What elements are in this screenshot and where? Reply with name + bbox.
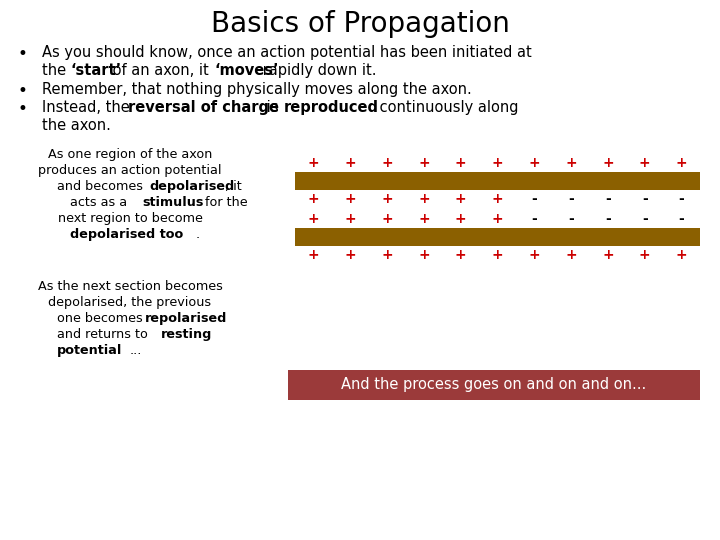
Bar [288,370,700,400]
Text: Remember, that nothing physically moves along the axon.: Remember, that nothing physically moves … [42,82,472,97]
Text: +: + [344,156,356,170]
Text: +: + [455,248,467,262]
Text: +: + [492,156,503,170]
Text: .: . [196,228,200,241]
Text: +: + [639,156,651,170]
Text: continuously along: continuously along [375,100,518,115]
Text: +: + [565,248,577,262]
Text: +: + [307,192,319,206]
Text: -: - [679,212,685,226]
Text: +: + [418,212,430,226]
Text: -: - [568,192,574,206]
Text: +: + [344,192,356,206]
Text: +: + [307,248,319,262]
Bar [295,228,700,246]
Text: +: + [528,156,540,170]
Text: +: + [307,212,319,226]
Text: rapidly down it.: rapidly down it. [258,63,377,78]
Text: , it: , it [225,180,242,193]
Text: and becomes: and becomes [57,180,147,193]
Text: for the: for the [201,196,248,209]
Text: resting: resting [161,328,212,341]
Text: -: - [679,192,685,206]
Text: reversal of charge: reversal of charge [128,100,279,115]
Text: -: - [605,212,611,226]
Text: As one region of the axon: As one region of the axon [48,148,212,161]
Text: stimulus: stimulus [142,196,203,209]
Text: •: • [18,100,28,118]
Bar [295,172,700,190]
Text: +: + [381,212,393,226]
Text: +: + [381,192,393,206]
Text: +: + [344,248,356,262]
Text: +: + [492,192,503,206]
Text: potential: potential [57,344,122,357]
Text: depolarised too: depolarised too [70,228,184,241]
Text: -: - [605,192,611,206]
Text: +: + [676,248,688,262]
Text: +: + [492,212,503,226]
Text: -: - [568,212,574,226]
Text: the axon.: the axon. [42,118,111,133]
Text: +: + [418,156,430,170]
Text: +: + [344,212,356,226]
Text: +: + [455,212,467,226]
Text: +: + [528,248,540,262]
Text: Instead, the: Instead, the [42,100,135,115]
Text: produces an action potential: produces an action potential [38,164,222,177]
Text: and returns to: and returns to [57,328,152,341]
Text: depolarised: depolarised [149,180,234,193]
Text: As you should know, once an action potential has been initiated at: As you should know, once an action poten… [42,45,532,60]
Text: +: + [602,156,613,170]
Text: repolarised: repolarised [145,312,228,325]
Text: +: + [418,192,430,206]
Text: is: is [262,100,283,115]
Text: •: • [18,82,28,100]
Text: +: + [602,248,613,262]
Text: ‘start’: ‘start’ [70,63,121,78]
Text: +: + [492,248,503,262]
Text: +: + [381,248,393,262]
Text: the: the [42,63,71,78]
Text: one becomes: one becomes [57,312,147,325]
Text: next region to become: next region to become [58,212,202,225]
Text: Basics of Propagation: Basics of Propagation [210,10,510,38]
Text: -: - [531,192,537,206]
Text: +: + [639,248,651,262]
Text: ‘moves’: ‘moves’ [215,63,279,78]
Text: depolarised, the previous: depolarised, the previous [48,296,212,309]
Text: -: - [642,212,648,226]
Text: +: + [381,156,393,170]
Text: acts as a: acts as a [70,196,131,209]
Text: +: + [418,248,430,262]
Text: -: - [531,212,537,226]
Text: As the next section becomes: As the next section becomes [37,280,222,293]
Text: +: + [565,156,577,170]
Text: +: + [307,156,319,170]
Text: +: + [676,156,688,170]
Text: •: • [18,45,28,63]
Text: -: - [642,192,648,206]
Text: of an axon, it: of an axon, it [108,63,213,78]
Text: reproduced: reproduced [284,100,379,115]
Text: +: + [455,156,467,170]
Text: +: + [455,192,467,206]
Text: ...: ... [130,344,143,357]
Text: And the process goes on and on and on...: And the process goes on and on and on... [341,377,647,393]
